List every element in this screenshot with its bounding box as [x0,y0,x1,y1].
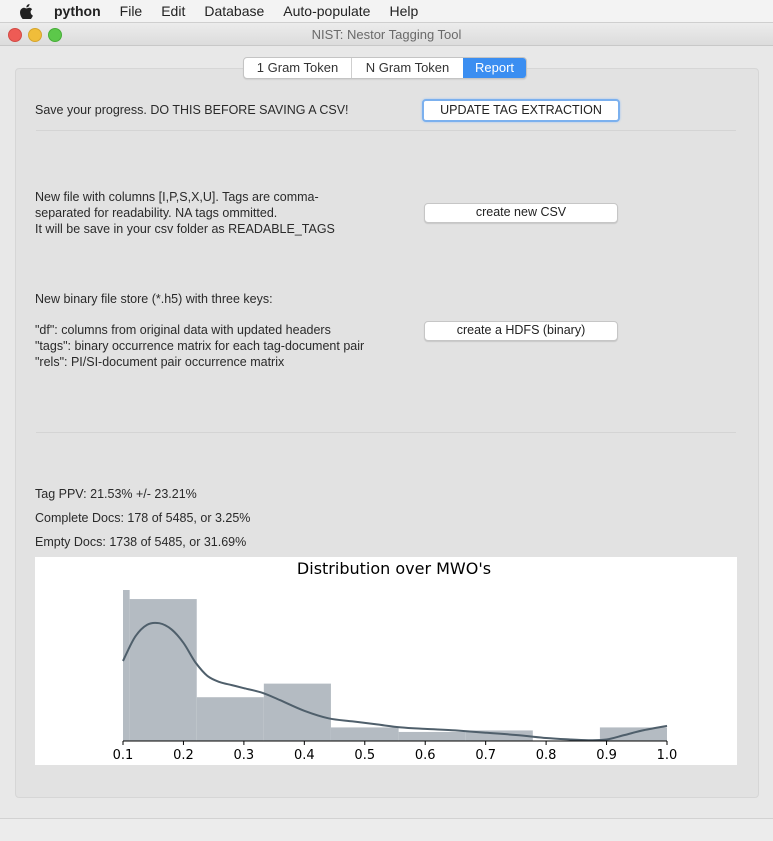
window-title-bar: NIST: Nestor Tagging Tool [0,23,773,46]
create-hdf-binary-button[interactable]: create a HDFS (binary) [424,321,618,341]
close-window-button[interactable] [8,28,22,42]
menu-edit[interactable]: Edit [161,3,186,19]
distribution-chart: Distribution over MWO's 0.1 0.2 0.3 0.4 0.5 0… [35,557,737,765]
empty-docs-stat: Empty Docs: 1738 of 5485, or 31.69% [35,535,247,549]
divider [36,432,736,433]
histogram-bar-1 [129,599,197,741]
csv-description-text: New file with columns [I,P,S,X,U]. Tags … [35,190,335,236]
tab-1-gram-token[interactable]: 1 Gram Token [244,58,352,78]
x-tick-label: 0.2 [173,748,194,763]
histogram-bar-4 [330,727,399,741]
window-title: NIST: Nestor Tagging Tool [311,27,462,42]
minimize-window-button[interactable] [28,28,42,42]
tab-bar: 1 Gram Token N Gram Token Report [243,57,527,79]
histogram-bar-2 [196,697,264,741]
create-new-csv-button[interactable]: create new CSV [424,203,618,223]
histogram-bar-0 [123,590,130,741]
histogram-bar-6 [465,730,533,741]
distribution-histogram-svg: Distribution over MWO's 0.1 0.2 0.3 0.4 0.5 0… [113,559,678,763]
menu-app-name[interactable]: python [54,3,101,19]
save-progress-text: Save your progress. DO THIS BEFORE SAVIN… [35,103,349,117]
histogram-bar-3 [263,683,331,741]
x-tick-label: 0.3 [234,748,255,763]
tag-ppv-stat: Tag PPV: 21.53% +/- 23.21% [35,487,197,501]
histogram-bar-5 [398,731,466,741]
tab-n-gram-token[interactable]: N Gram Token [365,60,450,75]
menu-bar: python File Edit Database Auto-populate … [0,0,773,23]
x-tick-label: 0.1 [113,748,134,763]
divider [36,130,736,131]
x-tick-label: 0.7 [475,748,496,763]
menu-auto-populate[interactable]: Auto-populate [283,3,371,19]
tab-report[interactable]: Report [463,58,526,78]
chart-title: Distribution over MWO's [297,559,491,578]
x-tick-label: 0.9 [596,748,617,763]
x-tick-label: 0.6 [415,748,436,763]
menu-help[interactable]: Help [389,3,419,19]
hdf-keys-text: "df": columns from original data with up… [35,323,365,369]
complete-docs-stat: Complete Docs: 178 of 5485, or 3.25% [35,511,251,525]
apple-logo-icon[interactable] [20,3,40,19]
x-tick-label: 1.0 [657,748,678,763]
x-tick-label: 0.8 [536,748,557,763]
zoom-window-button[interactable] [48,28,62,42]
kde-curve [122,621,668,742]
x-tick-label: 0.5 [354,748,375,763]
hdf-heading-text: New binary file store (*.h5) with three … [35,292,273,306]
menu-file[interactable]: File [119,3,143,19]
x-tick-label: 0.4 [294,748,315,763]
status-bar [0,818,773,841]
menu-database[interactable]: Database [204,3,265,19]
update-tag-extraction-button[interactable]: UPDATE TAG EXTRACTION [422,99,620,122]
